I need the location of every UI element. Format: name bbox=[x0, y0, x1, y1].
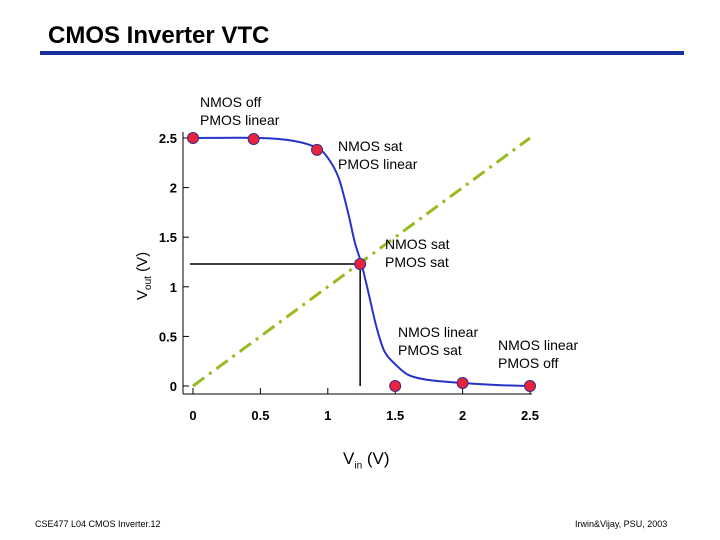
chart-markers bbox=[187, 132, 536, 392]
operating-point-marker bbox=[524, 380, 536, 392]
region-label-nmos-sat-pmos-sat: NMOS sat PMOS sat bbox=[385, 236, 450, 270]
operating-point-marker bbox=[311, 143, 324, 156]
x-tick-label: 0.5 bbox=[251, 408, 269, 423]
y-tick-label: 0.5 bbox=[159, 329, 177, 344]
chart-axes bbox=[182, 132, 532, 395]
operating-point-marker bbox=[354, 257, 367, 270]
region-label-nmos-sat-pmos-linear: NMOS sat PMOS linear bbox=[338, 138, 418, 172]
operating-point-marker bbox=[187, 132, 199, 144]
footer-left: CSE477 L04 CMOS Inverter.12 bbox=[35, 519, 161, 529]
slide-title: CMOS Inverter VTC bbox=[48, 22, 270, 49]
x-tick-label: 1 bbox=[324, 408, 331, 423]
x-tick-label: 2 bbox=[459, 408, 466, 423]
region-label-nmos-linear-pmos-sat: NMOS linear PMOS sat bbox=[398, 324, 479, 358]
x-tick-label: 0 bbox=[189, 408, 196, 423]
x-tick-label: 2.5 bbox=[521, 408, 539, 423]
chart-ticks: 0 0.5 1 1.5 2 2.5 0 0.5 1 1.5 2 2.5 bbox=[159, 131, 539, 423]
title-underline bbox=[40, 51, 684, 55]
y-tick-label: 1 bbox=[170, 280, 177, 295]
y-tick-label: 2 bbox=[170, 181, 177, 196]
region-label-nmos-off-pmos-linear: NMOS off PMOS linear bbox=[200, 94, 280, 128]
operating-point-marker bbox=[389, 380, 402, 392]
y-tick-label: 2.5 bbox=[159, 131, 177, 146]
y-axis-label: Vout (V) bbox=[134, 251, 154, 300]
y-tick-label: 1.5 bbox=[159, 230, 177, 245]
region-label-nmos-linear-pmos-off: NMOS linear PMOS off bbox=[498, 337, 579, 371]
y-tick-label: 0 bbox=[170, 379, 177, 394]
x-tick-label: 1.5 bbox=[386, 408, 404, 423]
footer-right: Irwin&Vijay, PSU, 2003 bbox=[575, 519, 668, 529]
operating-point-marker bbox=[456, 377, 469, 390]
switching-point-guides bbox=[190, 263, 361, 386]
operating-point-marker bbox=[247, 132, 260, 145]
x-axis-label: Vin (V) bbox=[343, 449, 390, 472]
